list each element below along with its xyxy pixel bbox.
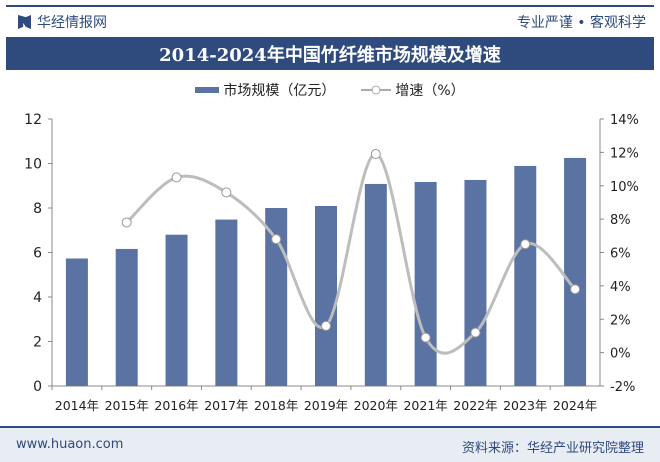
x-tick-label: 2023年 — [503, 398, 547, 413]
left-tick-label: 10 — [24, 157, 42, 173]
right-tick-label: -2% — [610, 380, 635, 395]
line-swatch-icon — [361, 85, 392, 95]
growth-point-2023年 — [520, 239, 531, 250]
x-tick-label: 2022年 — [453, 398, 497, 413]
bar-2024年 — [564, 157, 587, 386]
x-tick-label: 2017年 — [204, 398, 248, 413]
growth-point-2021年 — [420, 332, 431, 343]
x-tick-label: 2016年 — [154, 398, 198, 413]
bar-2022年 — [464, 179, 487, 386]
bar-2019年 — [315, 205, 337, 386]
bar-2018年 — [265, 208, 288, 386]
bar-2023年 — [514, 165, 537, 386]
bar-swatch — [195, 87, 220, 93]
left-tick-label: 8 — [33, 201, 42, 217]
x-tick-label: 2021年 — [403, 398, 447, 413]
growth-line — [125, 152, 577, 355]
right-tick-label: 14% — [610, 113, 639, 128]
brand-name: 华经情报网 — [37, 15, 107, 31]
x-tick-label: 2020年 — [354, 398, 398, 413]
growth-point-2016年 — [171, 172, 182, 183]
growth-point-2019年 — [321, 320, 331, 331]
x-tick-label: 2015年 — [105, 398, 149, 413]
legend: 市场规模（亿元） 增速（%） — [0, 80, 660, 100]
bar-2014年 — [65, 258, 88, 386]
left-tick-label: 12 — [24, 112, 42, 128]
right-tick-label: 0% — [610, 347, 631, 362]
bar-2020年 — [364, 183, 387, 386]
x-tick-label: 2014年 — [55, 398, 99, 413]
brand: 华经情报网 — [18, 12, 107, 32]
left-tick-label: 6 — [33, 246, 42, 262]
logo-icon — [18, 15, 31, 29]
left-tick-label: 4 — [33, 290, 42, 306]
right-tick-label: 6% — [610, 247, 631, 262]
chart-title: 2014-2024年中国竹纤维市场规模及增速 — [6, 37, 654, 70]
growth-point-2024年 — [570, 284, 581, 295]
legend-bar: 市场规模（亿元） — [195, 80, 335, 100]
x-tick-label: 2019年 — [304, 398, 348, 413]
right-tick-label: 10% — [610, 180, 639, 195]
slogan: 专业严谨 • 客观科学 — [516, 15, 646, 31]
bar-2021年 — [414, 181, 437, 386]
legend-line: 增速（%） — [361, 80, 465, 100]
growth-point-2015年 — [121, 217, 132, 228]
growth-point-2020年 — [370, 149, 381, 160]
x-tick-label: 2018年 — [254, 398, 298, 413]
bar-2015年 — [115, 248, 138, 386]
growth-point-2017年 — [221, 187, 232, 198]
left-tick-label: 2 — [33, 335, 42, 351]
left-tick-label: 0 — [33, 379, 42, 395]
top-rule — [6, 5, 654, 7]
bar-2016年 — [165, 234, 188, 386]
footer-source: 资料来源：华经产业研究院整理 — [461, 441, 644, 456]
legend-line-label: 增速（%） — [395, 83, 465, 99]
bar-2017年 — [215, 219, 238, 386]
x-tick-label: 2024年 — [553, 398, 597, 413]
footer-url: www.huaon.com — [16, 437, 124, 452]
right-tick-label: 4% — [610, 280, 631, 295]
right-tick-label: 2% — [610, 313, 631, 328]
right-tick-label: 12% — [610, 146, 639, 161]
growth-point-2018年 — [271, 234, 282, 245]
legend-bar-label: 市场规模（亿元） — [223, 83, 336, 99]
right-tick-label: 8% — [610, 213, 631, 228]
growth-point-2022年 — [470, 327, 481, 338]
footer: www.huaon.com 资料来源：华经产业研究院整理 — [0, 426, 660, 462]
